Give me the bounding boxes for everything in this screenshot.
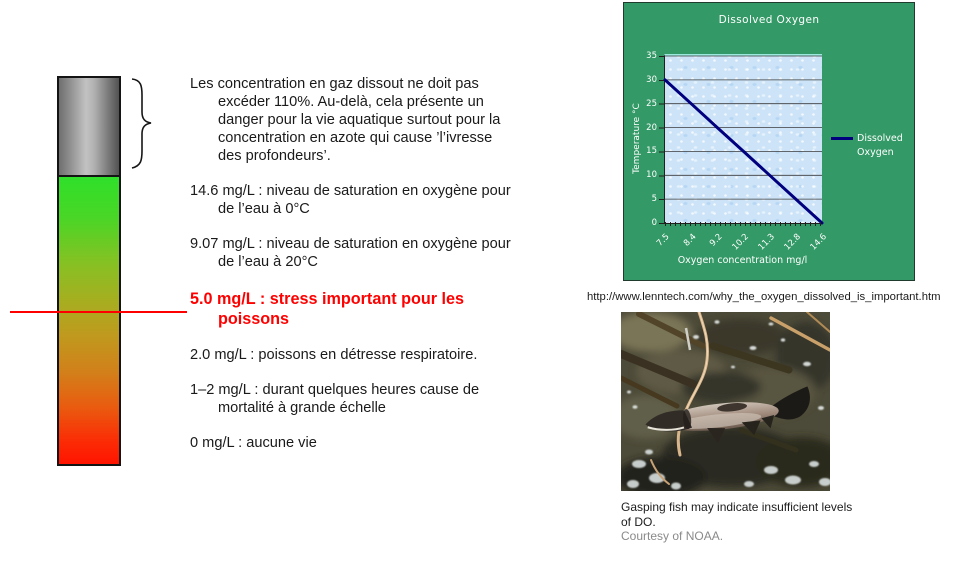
y-tick-label: 20 [646,122,657,133]
y-tick-label: 5 [651,194,657,205]
photo-credit: Courtesy of NOAA. [621,529,724,543]
photo-caption: Gasping fish may indicate insufficient l… [621,500,853,529]
x-axis-minor-ticks [665,222,822,226]
fish-photo [621,312,830,491]
x-tick-label: 7.5 [655,232,673,249]
photo-caption-block: Gasping fish may indicate insufficient l… [621,500,891,544]
thermometer-air-section [57,76,121,177]
note-1-2-mgl: 1–2 mg/L : durant quelques heures cause … [190,382,480,416]
x-tick-label: 11.3 [756,232,777,253]
chart-y-ticks: 0 5 10 15 20 25 30 35 [630,51,657,228]
chart-plot-area [663,54,824,225]
legend-line-swatch [831,137,853,140]
small-gray-stick [684,327,692,351]
dissolved-oxygen-chart: Dissolved Oxygen Temperature °C 0 5 10 15 20… [623,2,915,281]
y-tick-label: 25 [646,98,657,109]
note-9-07-mgl: 9.07 mg/L : niveau de saturation en oxyg… [190,236,511,270]
y-tick-label: 10 [646,170,657,181]
brace-icon [131,78,152,169]
x-tick-label: 10.2 [730,232,751,253]
thermometer-oxygen-gradient [57,177,121,466]
y-tick-label: 30 [646,74,657,85]
dark-sticks [621,312,799,453]
note-14-6-mgl: 14.6 mg/L : niveau de saturation en oxyg… [190,183,511,217]
y-axis-tick-marks [659,56,664,224]
x-tick-label: 8.4 [681,232,699,249]
y-tick-label: 0 [651,218,657,228]
note-gas-saturation: Les concentration en gaz dissout ne doit… [190,76,501,164]
note-5-0-mgl-stress: 5.0 mg/L : stress important pour les poi… [190,290,465,328]
x-tick-label: 12.8 [782,232,803,253]
chart-title: Dissolved Oxygen [718,14,820,26]
x-tick-label: 14.6 [808,232,830,253]
stress-level-line [10,311,187,313]
gasping-fish [645,386,810,444]
legend-label: Dissolved Oxygen [857,133,903,158]
water-glints [627,320,824,410]
bottom-glints [627,429,830,490]
do-series-line [663,78,824,225]
chart-legend: Dissolved Oxygen [831,132,911,160]
x-tick-label: 9.2 [707,232,725,249]
note-0-mgl: 0 mg/L : aucune vie [190,435,317,451]
y-tick-label: 35 [646,51,657,61]
note-2-0-mgl: 2.0 mg/L : poissons en détresse respirat… [190,347,478,363]
chart-x-axis-label: Oxygen concentration mg/l [677,255,808,266]
tan-twigs [650,312,830,485]
source-url: http://www.lenntech.com/why_the_oxygen_d… [587,291,941,303]
y-tick-label: 15 [646,146,657,157]
notes-column: Les concentration en gaz dissout ne doit… [190,75,542,452]
